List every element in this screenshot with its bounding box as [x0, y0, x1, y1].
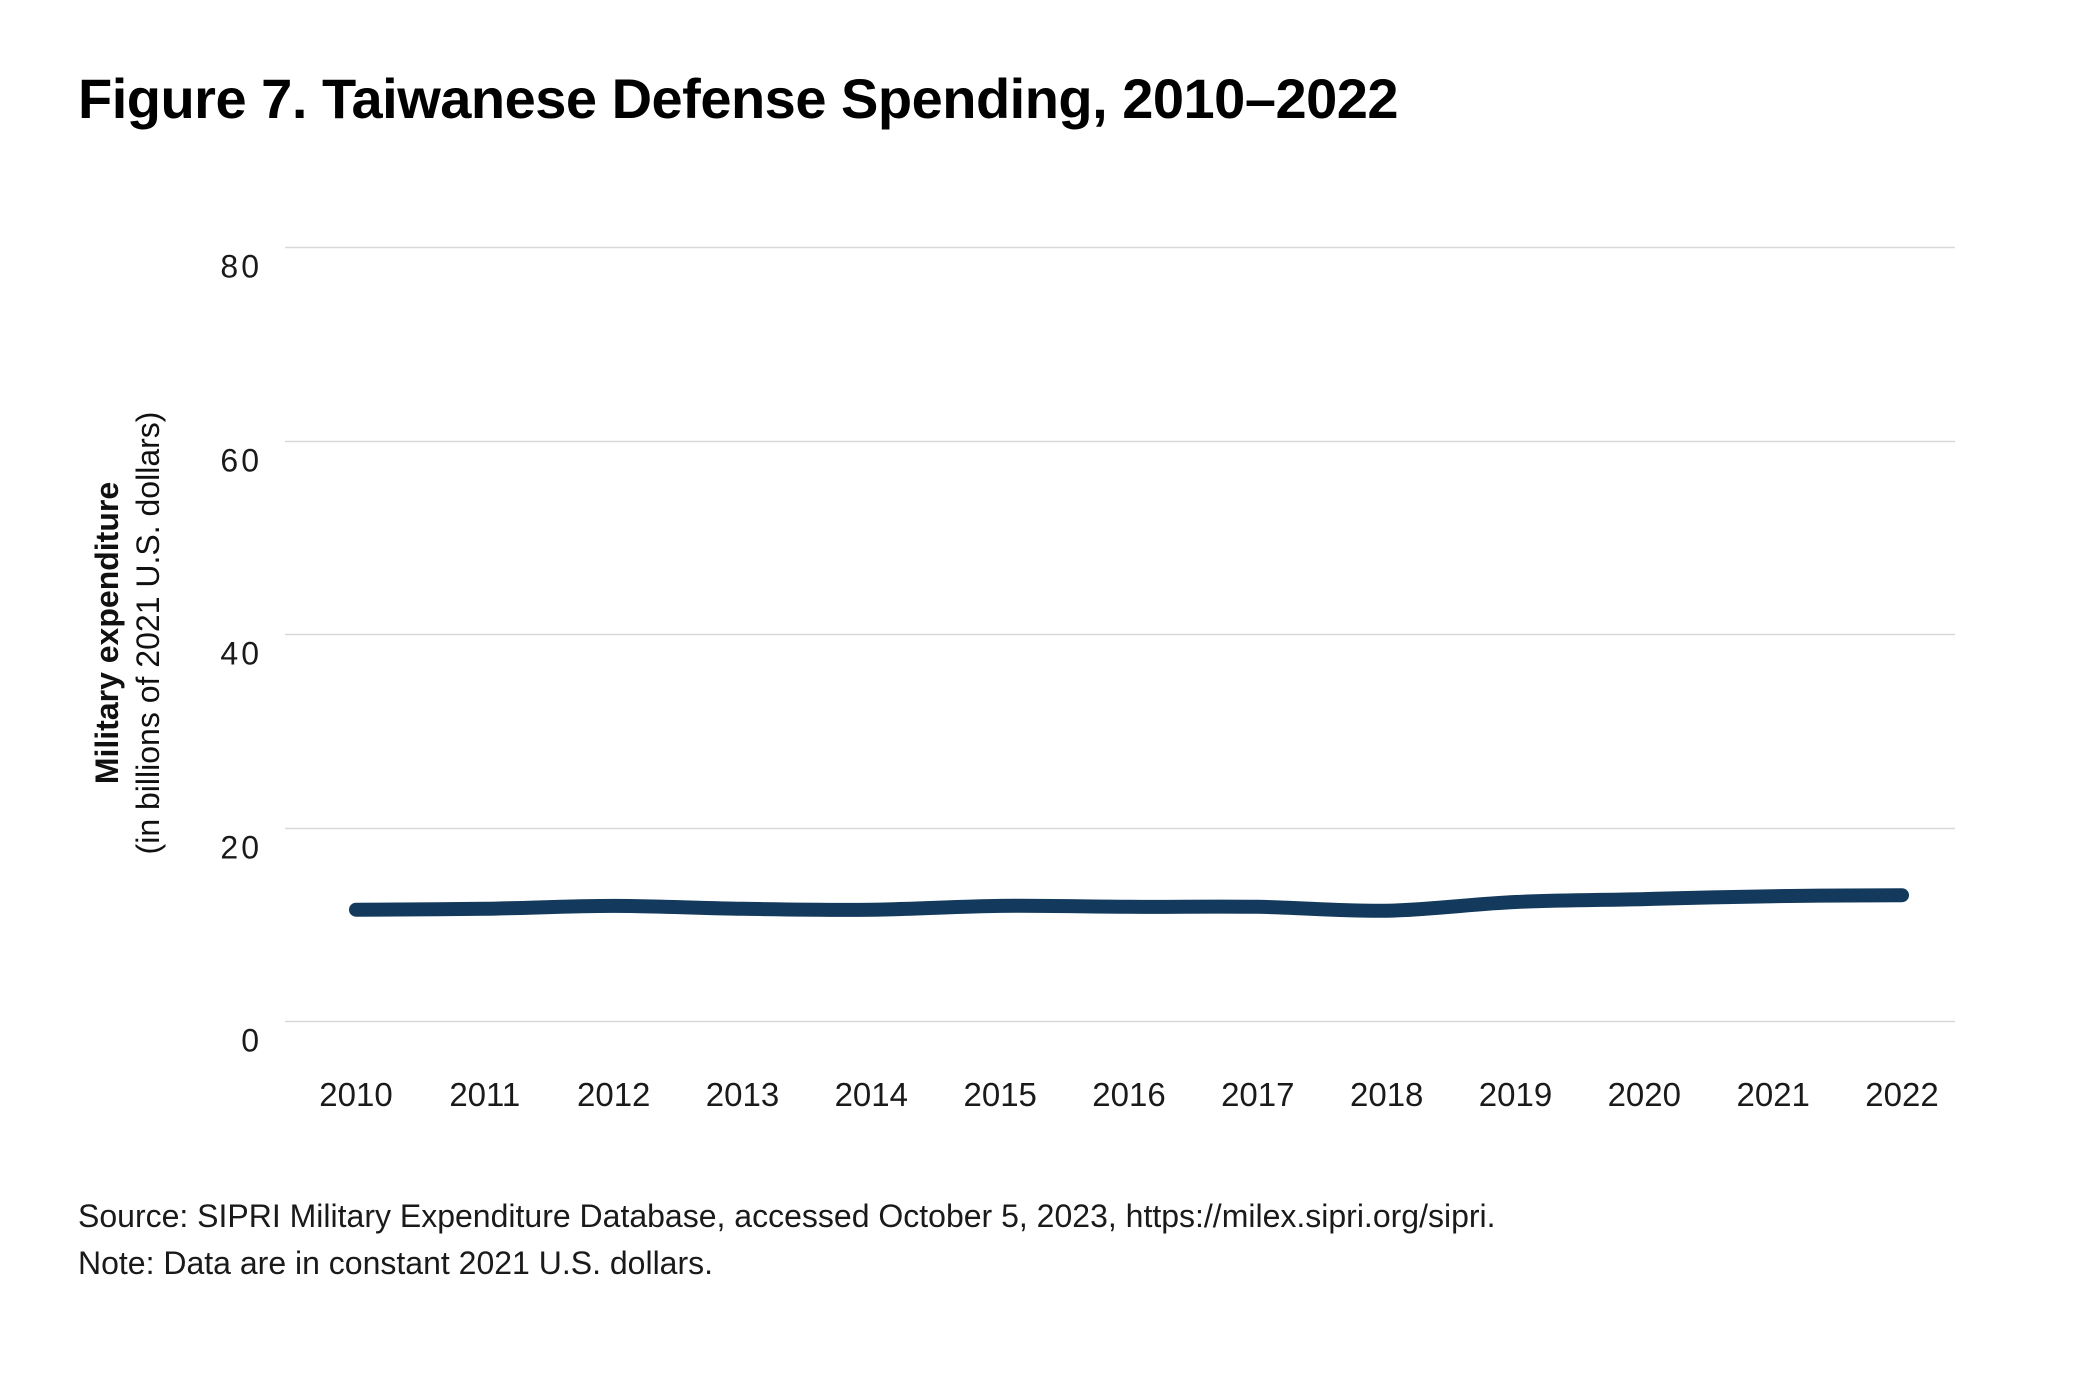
x-tick-label: 2019 [1479, 1076, 1552, 1113]
figure-title: Figure 7. Taiwanese Defense Spending, 20… [78, 67, 1399, 130]
y-tick-label: 80 [220, 249, 262, 285]
x-tick-label: 2012 [577, 1076, 650, 1113]
x-tick-label: 2013 [706, 1076, 779, 1113]
y-tick-label: 60 [220, 443, 262, 479]
y-tick-label: 0 [241, 1023, 262, 1059]
note-text: Note: Data are in constant 2021 U.S. dol… [78, 1245, 714, 1281]
x-tick-label: 2011 [449, 1076, 520, 1113]
x-tick-label: 2010 [319, 1076, 392, 1113]
y-axis-title-main: Military expenditure [89, 481, 125, 785]
y-axis-title-sub: (in billions of 2021 U.S. dollars) [130, 411, 166, 855]
x-tick-label: 2018 [1350, 1076, 1423, 1113]
x-tick-label: 2016 [1092, 1076, 1165, 1113]
y-tick-label: 40 [220, 636, 262, 672]
x-tick-label: 2021 [1736, 1076, 1809, 1113]
x-tick-label: 2017 [1221, 1076, 1294, 1113]
source-text: Source: SIPRI Military Expenditure Datab… [78, 1198, 1496, 1234]
y-tick-label: 20 [220, 830, 262, 866]
x-tick-label: 2022 [1865, 1076, 1938, 1113]
x-tick-label: 2015 [963, 1076, 1036, 1113]
x-tick-label: 2014 [835, 1076, 908, 1113]
x-tick-label: 2020 [1608, 1076, 1681, 1113]
spending-line [349, 888, 1909, 918]
y-axis-title: Military expenditure (in billions of 202… [87, 412, 169, 855]
